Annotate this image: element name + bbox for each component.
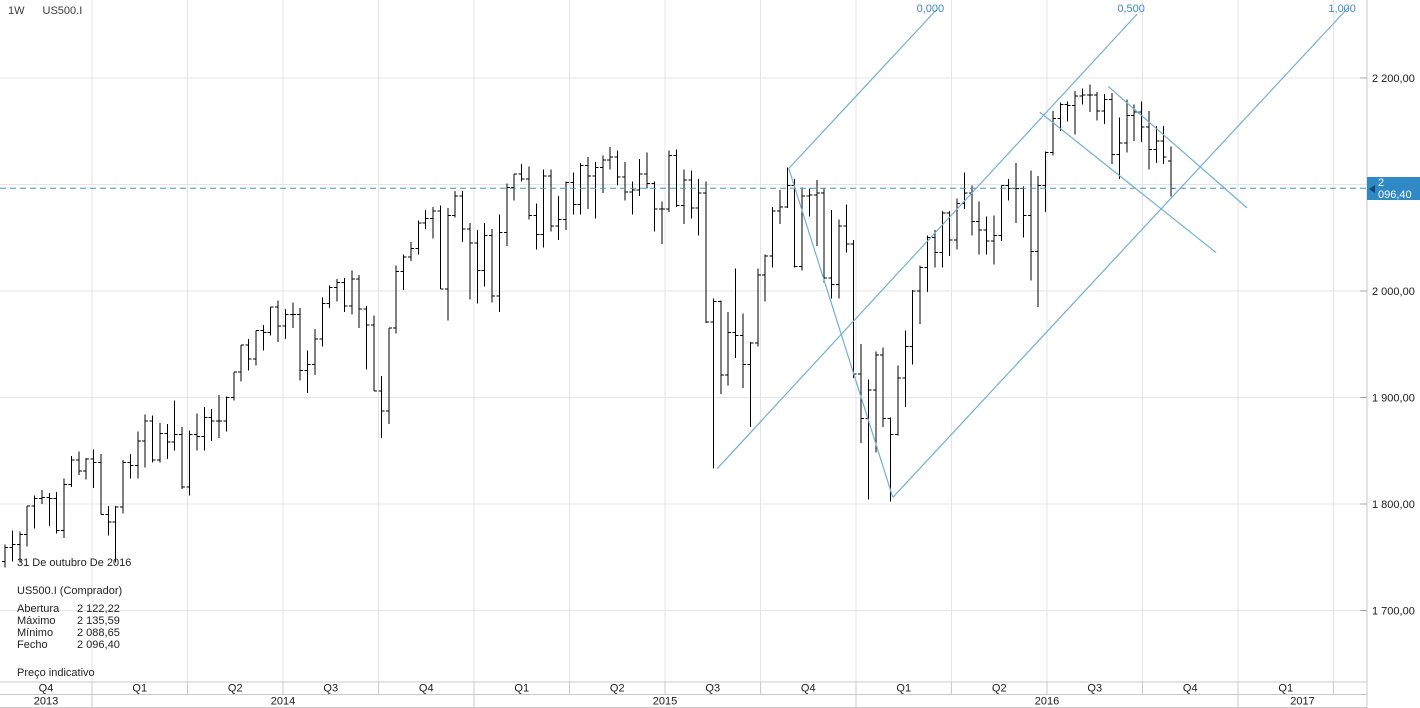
gridlines xyxy=(0,0,1367,682)
symbol-label[interactable]: US500.I xyxy=(42,5,83,17)
svg-text:0,500: 0,500 xyxy=(1117,3,1145,15)
tooltip-row-close: Fecho 2 096,40 xyxy=(17,640,122,651)
svg-text:1 800,00: 1 800,00 xyxy=(1372,499,1415,511)
svg-text:Q3: Q3 xyxy=(1087,683,1102,695)
timeframe-label[interactable]: 1W xyxy=(8,5,25,17)
price-tag-value: 2 096,40 xyxy=(1378,176,1412,201)
trendline-annotations[interactable]: 0,000 0,500 1,000 xyxy=(716,3,1356,498)
open-label: Abertura xyxy=(17,603,60,615)
svg-text:2 000,00: 2 000,00 xyxy=(1372,286,1415,298)
ohlc-bars xyxy=(2,84,1175,568)
indicative-price-note: Preço indicativo xyxy=(17,667,95,679)
svg-text:Q3: Q3 xyxy=(323,683,338,695)
close-label: Fecho xyxy=(17,639,48,651)
close-value: 2 096,40 xyxy=(77,639,120,651)
svg-text:2014: 2014 xyxy=(271,696,295,708)
svg-text:Q1: Q1 xyxy=(514,683,529,695)
price-tag-arrow-icon xyxy=(1369,184,1375,193)
tooltip-row-low: Mínimo 2 088,65 xyxy=(17,628,122,639)
svg-text:Q4: Q4 xyxy=(1183,683,1198,695)
ohlc-tooltip: US500.I (Comprador) Abertura 2 122,22 Má… xyxy=(17,586,122,652)
price-axis[interactable]: 2 200,00 2 000,00 1 900,00 1 800,00 1 700,00 xyxy=(1360,73,1415,617)
low-value: 2 088,65 xyxy=(77,627,120,639)
tooltip-row-open: Abertura 2 122,22 xyxy=(17,604,122,615)
svg-text:1,000: 1,000 xyxy=(1328,3,1356,15)
svg-text:Q2: Q2 xyxy=(228,683,243,695)
svg-text:2013: 2013 xyxy=(34,696,58,708)
open-value: 2 122,22 xyxy=(77,603,120,615)
svg-text:Q1: Q1 xyxy=(1278,683,1293,695)
svg-text:1 700,00: 1 700,00 xyxy=(1372,605,1415,617)
svg-text:Q2: Q2 xyxy=(610,683,625,695)
tooltip-row-high: Máximo 2 135,59 xyxy=(17,616,122,627)
high-label: Máximo xyxy=(17,615,56,627)
low-label: Mínimo xyxy=(17,627,54,639)
svg-text:2017: 2017 xyxy=(1290,696,1314,708)
time-axis[interactable]: Q4 Q1 Q2 Q3 Q4 Q1 Q2 Q3 Q4 Q1 Q2 Q3 Q4 Q1 2013 2014 2015… xyxy=(34,683,1315,708)
ohlc-tooltip-date: 31 De outubro De 2016 xyxy=(17,557,132,569)
svg-text:Q1: Q1 xyxy=(132,683,147,695)
svg-text:Q2: Q2 xyxy=(992,683,1007,695)
svg-text:Q4: Q4 xyxy=(39,683,54,695)
svg-text:Q4: Q4 xyxy=(419,683,434,695)
svg-text:Q1: Q1 xyxy=(896,683,911,695)
last-price-tag: 2 096,40 xyxy=(1367,176,1420,201)
chart-header: 1W US500.I xyxy=(8,6,82,17)
svg-text:1 900,00: 1 900,00 xyxy=(1372,392,1415,404)
svg-text:0,000: 0,000 xyxy=(917,3,945,15)
axis-frame xyxy=(0,0,1368,708)
high-value: 2 135,59 xyxy=(77,615,120,627)
svg-text:2 200,00: 2 200,00 xyxy=(1372,73,1415,85)
svg-text:2015: 2015 xyxy=(653,696,677,708)
svg-text:Q3: Q3 xyxy=(705,683,720,695)
svg-text:2016: 2016 xyxy=(1035,696,1059,708)
svg-text:Q4: Q4 xyxy=(801,683,816,695)
tooltip-instrument: US500.I (Comprador) xyxy=(17,585,123,597)
